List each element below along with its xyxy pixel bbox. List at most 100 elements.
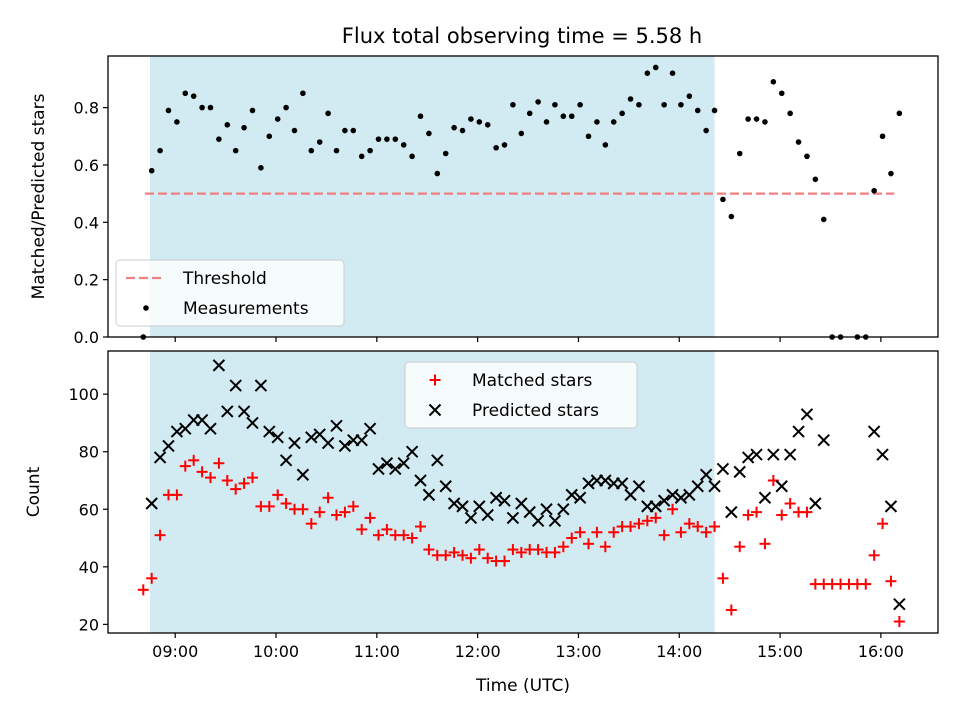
predicted-star-point (145, 497, 158, 510)
y-tick-label: 0.8 (74, 99, 99, 118)
measurement-point (468, 116, 474, 122)
measurement-point (308, 147, 315, 154)
predicted-star-point (263, 425, 276, 438)
measurement-point (400, 142, 407, 148)
measurement-point (795, 139, 802, 145)
predicted-star-point (288, 436, 301, 450)
measurement-point (770, 79, 777, 85)
predicted-star-point (657, 494, 671, 507)
matched-star-point (263, 500, 275, 512)
measurement-point (350, 127, 357, 134)
measurement-point (804, 153, 810, 160)
measurement-point (896, 110, 903, 117)
matched-star-point (658, 529, 670, 541)
predicted-star-point (884, 500, 898, 513)
measurement-point (644, 70, 651, 77)
predicted-star-point (733, 465, 746, 479)
measurement-point (157, 147, 163, 154)
matched-star-point (230, 483, 242, 495)
measurement-point (535, 99, 541, 105)
predicted-star-point (221, 405, 234, 418)
matched-star-point (532, 544, 544, 556)
top-y-axis-label: Matched/Predicted stars (29, 93, 49, 299)
matched-star-point (280, 498, 292, 510)
measurement-point (216, 136, 222, 142)
matched-star-point (339, 506, 351, 518)
measurement-point (610, 119, 617, 125)
legend-label: Threshold (182, 269, 267, 289)
y-tick-label: 40 (79, 558, 99, 577)
predicted-star-point (767, 448, 780, 461)
measurement-point (258, 165, 264, 171)
predicted-star-point (372, 462, 385, 476)
legend-box (404, 361, 638, 429)
y-tick-label: 0.4 (74, 213, 99, 232)
matched-star-point (877, 518, 889, 530)
matched-star-point (868, 549, 880, 561)
matched-star-point (347, 500, 359, 512)
predicted-star-point (666, 488, 679, 502)
predicted-star-point (338, 439, 352, 453)
measurement-point (812, 176, 819, 183)
measurement-point (148, 167, 155, 174)
y-tick-label: 0.6 (74, 156, 99, 175)
measurement-point (594, 119, 600, 125)
predicted-star-point (876, 448, 889, 461)
matched-star-point (633, 518, 645, 530)
predicted-star-point (355, 433, 368, 447)
measurement-point (375, 136, 382, 142)
measurement-point (451, 124, 457, 131)
measurement-point (669, 70, 676, 77)
measurement-point (241, 124, 247, 131)
measurement-point (442, 150, 449, 157)
predicted-star-point (632, 480, 646, 493)
measurement-point (577, 101, 583, 108)
predicted-star-point (464, 511, 478, 525)
predicted-star-point (783, 448, 797, 461)
predicted-star-point (741, 451, 755, 464)
matched-star-point (322, 492, 334, 504)
legend-box (115, 259, 345, 327)
measurement-point (199, 104, 205, 111)
predicted-star-point (405, 445, 419, 458)
matched-star-point (574, 526, 586, 538)
predicted-star-point (708, 480, 721, 493)
measurement-point (686, 93, 693, 99)
measurement-point (283, 104, 289, 111)
bottom-y-axis-label: Count (24, 466, 44, 517)
measurement-point (476, 119, 483, 125)
y-tick-label: 0.0 (74, 328, 99, 347)
matched-star-point (314, 506, 326, 518)
measurement-point (493, 144, 499, 151)
matched-star-point (650, 512, 662, 524)
matched-star-point (515, 546, 527, 558)
predicted-star-point (397, 457, 410, 470)
x-tick-label: 12:00 (455, 642, 501, 661)
measurement-point (417, 113, 424, 120)
measurement-point (165, 107, 172, 114)
predicted-star-point (389, 462, 402, 476)
matched-star-point (213, 457, 225, 469)
measurement-point (501, 142, 508, 148)
measurement-point (871, 187, 877, 194)
measurement-point (711, 107, 718, 114)
matched-star-point (683, 518, 695, 530)
predicted-star-point (170, 425, 184, 438)
matched-star-point (465, 552, 477, 564)
measurement-point (316, 139, 323, 145)
matched-star-point (482, 552, 494, 564)
predicted-star-point (279, 454, 293, 467)
top-legend: Threshold Measurements (115, 259, 345, 327)
matched-star-point (154, 529, 166, 541)
measurement-point (568, 113, 575, 120)
predicted-star-point (800, 408, 814, 421)
x-tick-label: 11:00 (354, 642, 400, 661)
measurement-point (249, 107, 256, 114)
measurement-point (736, 150, 743, 157)
measurement-point (224, 122, 231, 128)
predicted-star-point (204, 422, 217, 435)
predicted-star-point (422, 488, 436, 502)
matched-star-point (272, 489, 284, 501)
predicted-star-point (750, 448, 763, 461)
legend-measurement-swatch (143, 305, 149, 311)
